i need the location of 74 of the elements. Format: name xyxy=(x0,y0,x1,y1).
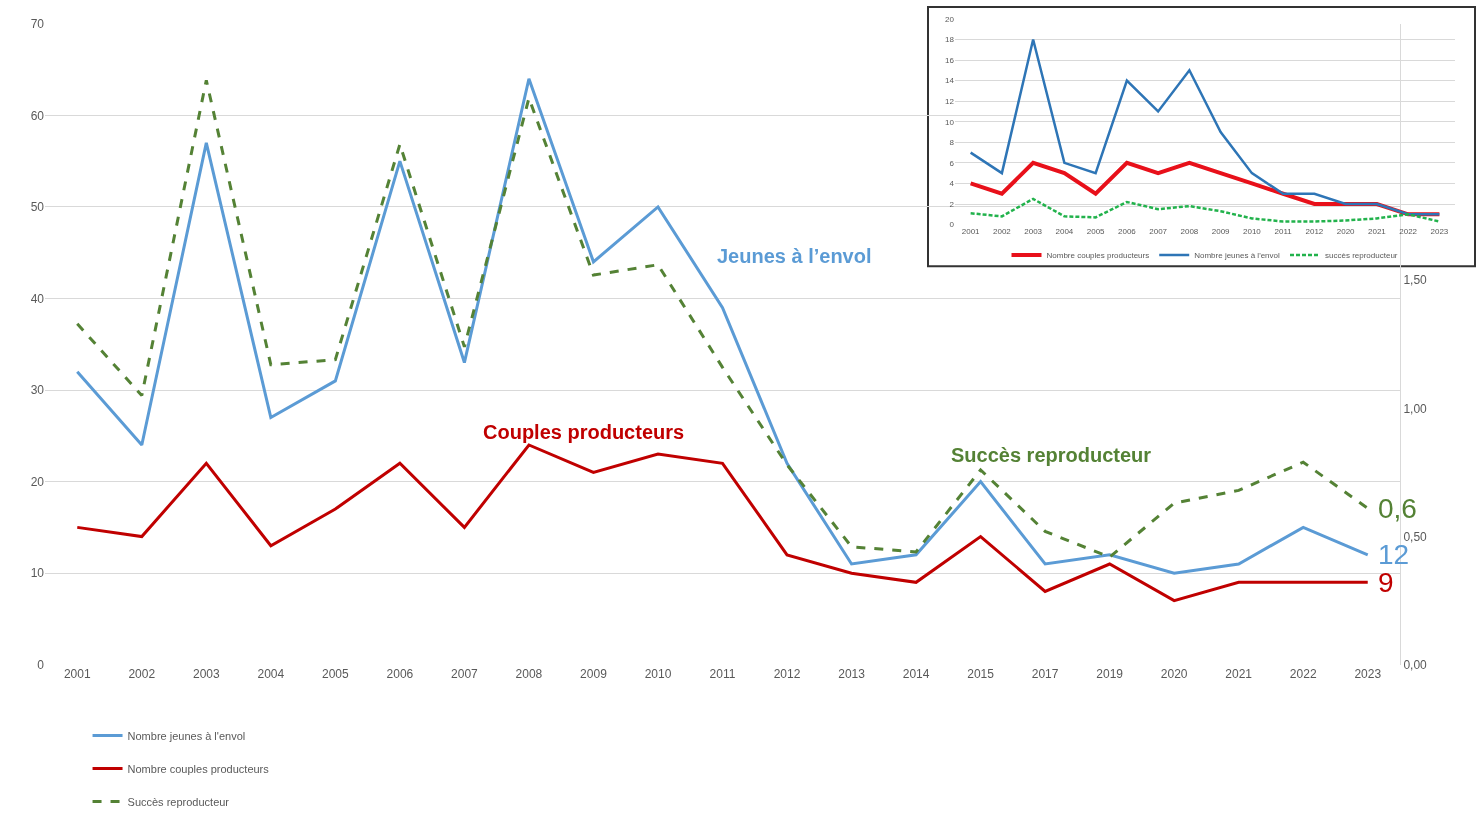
y2-tick-label: 0,50 xyxy=(1403,529,1428,544)
y-tick-label: 16 xyxy=(945,55,955,65)
x-tick-label: 2014 xyxy=(902,666,930,681)
x-tick-label: 2021 xyxy=(1225,666,1253,681)
annotation: Succès reproducteur xyxy=(951,444,1152,466)
x-tick-label: 2004 xyxy=(1055,226,1074,236)
x-tick-label: 2003 xyxy=(1024,226,1043,236)
y2-tick-label: 0,00 xyxy=(1403,657,1428,672)
x-tick-label: 2012 xyxy=(1305,226,1324,236)
x-tick-label: 2006 xyxy=(1117,226,1137,236)
x-tick-label: 2015 xyxy=(967,666,995,681)
x-tick-label: 2020 xyxy=(1160,666,1188,681)
y-tick-label: 70 xyxy=(30,17,45,32)
x-tick-label: 2017 xyxy=(1031,666,1059,681)
y-tick-label: 6 xyxy=(949,158,955,168)
y-tick-label: 12 xyxy=(945,96,955,106)
y2-tick-label: 1,00 xyxy=(1403,401,1428,416)
x-tick-label: 2023 xyxy=(1430,226,1449,236)
line-series xyxy=(969,197,1441,223)
x-tick-label: 2009 xyxy=(1211,226,1231,236)
x-tick-label: 2001 xyxy=(961,226,981,236)
y-tick-label: 0 xyxy=(37,657,45,672)
annotation: Jeunes à l’envol xyxy=(717,245,872,267)
x-tick-label: 2005 xyxy=(322,666,350,681)
y-tick-label: 10 xyxy=(945,117,955,127)
y-tick-label: 18 xyxy=(945,35,955,45)
y-tick-label: 14 xyxy=(945,76,955,86)
y-tick-label: 60 xyxy=(30,108,45,123)
data-label: 9 xyxy=(1378,567,1394,598)
line-series xyxy=(75,443,1370,603)
y-tick-label: 0 xyxy=(949,220,955,230)
x-tick-label: 2008 xyxy=(1180,226,1199,236)
y-tick-label: 30 xyxy=(30,383,45,398)
legend-label: Nombre jeunes à l'envol xyxy=(1194,251,1281,261)
x-tick-label: 2009 xyxy=(580,666,608,681)
x-tick-label: 2001 xyxy=(63,666,91,681)
legend-label: succès reproducteur xyxy=(1325,251,1398,261)
x-tick-label: 2019 xyxy=(1096,666,1124,681)
x-tick-label: 2003 xyxy=(192,666,220,681)
x-tick-label: 2002 xyxy=(128,666,156,681)
x-tick-label: 2006 xyxy=(386,666,414,681)
y-tick-label: 20 xyxy=(30,474,45,489)
x-tick-label: 2011 xyxy=(709,666,736,681)
y-tick-label: 2 xyxy=(949,199,955,209)
y-tick-label: 4 xyxy=(949,179,955,189)
y-tick-label: 8 xyxy=(949,138,955,148)
x-tick-label: 2007 xyxy=(451,666,479,681)
x-tick-label: 2013 xyxy=(838,666,866,681)
x-tick-label: 2020 xyxy=(1336,226,1356,236)
x-tick-label: 2021 xyxy=(1367,226,1387,236)
x-tick-label: 2012 xyxy=(773,666,801,681)
legend-label: Nombre couples producteurs xyxy=(1046,251,1150,261)
y-tick-label: 50 xyxy=(30,200,45,215)
x-tick-label: 2005 xyxy=(1086,226,1106,236)
x-tick-label: 2022 xyxy=(1399,226,1418,236)
y2-tick-label: 1,50 xyxy=(1403,273,1428,288)
x-tick-label: 2007 xyxy=(1149,226,1168,236)
annotation: Couples producteurs xyxy=(483,421,685,443)
x-tick-label: 2010 xyxy=(1242,226,1262,236)
y-tick-label: 10 xyxy=(30,566,45,581)
legend-label: Succès reproducteur xyxy=(127,795,230,808)
x-tick-label: 2022 xyxy=(1289,666,1317,681)
y-tick-label: 40 xyxy=(30,291,45,306)
x-tick-label: 2023 xyxy=(1354,666,1382,681)
x-tick-label: 2004 xyxy=(257,666,285,681)
line-series xyxy=(969,38,1441,216)
legend-label: Nombre couples producteurs xyxy=(127,762,270,775)
x-tick-label: 2002 xyxy=(992,226,1012,236)
x-tick-label: 2011 xyxy=(1274,226,1293,236)
x-tick-label: 2008 xyxy=(515,666,543,681)
x-tick-label: 2010 xyxy=(644,666,672,681)
legend-label: Nombre jeunes à l'envol xyxy=(127,729,246,742)
data-label: 0,6 xyxy=(1378,493,1417,524)
y-tick-label: 20 xyxy=(945,14,955,24)
